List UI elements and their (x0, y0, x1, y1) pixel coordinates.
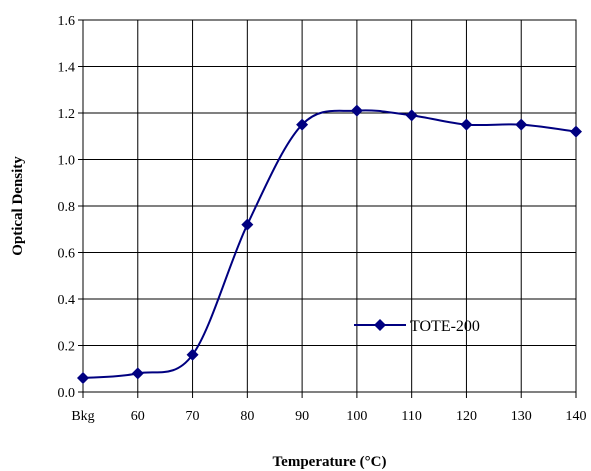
y-tick-label: 1.0 (58, 154, 76, 169)
x-tick-label: 80 (240, 409, 254, 424)
y-tick-label: 0.4 (58, 293, 76, 308)
data-point-marker (131, 367, 144, 380)
data-point-marker (405, 109, 418, 122)
y-tick-label: 0.6 (58, 247, 76, 262)
x-tick-label: 130 (511, 409, 532, 424)
data-point-marker (186, 348, 199, 361)
x-tick-label: 120 (456, 409, 477, 424)
y-axis-title: Optical Density (10, 156, 26, 256)
x-tick-label: 90 (295, 409, 309, 424)
legend: TOTE-200 (354, 318, 480, 335)
data-point-marker (77, 372, 89, 385)
x-tick-label: Bkg (71, 409, 94, 424)
y-tick-label: 0.2 (58, 340, 76, 355)
y-tick-label: 1.4 (58, 61, 76, 76)
y-axis-tick-labels: 0.0 0.2 0.4 0.6 0.8 1.0 1.2 1.4 1.6 (58, 14, 76, 401)
x-tick-label: 100 (346, 409, 367, 424)
x-tick-label: 70 (186, 409, 200, 424)
axis-ticks (78, 19, 577, 398)
data-point-marker (515, 118, 528, 131)
legend-label: TOTE-200 (410, 318, 480, 335)
y-tick-label: 0.8 (58, 200, 76, 215)
series-layer (77, 104, 582, 385)
data-point-marker (570, 125, 582, 138)
x-tick-label: 60 (131, 409, 145, 424)
y-tick-label: 1.6 (58, 14, 76, 29)
data-point-marker (460, 118, 473, 131)
y-tick-label: 1.2 (58, 107, 76, 122)
data-point-marker (241, 218, 254, 231)
data-point-marker (296, 118, 309, 131)
x-axis-title: Temperature (°C) (273, 454, 387, 470)
legend-marker (374, 319, 386, 331)
x-tick-label: 110 (401, 409, 421, 424)
data-point-marker (350, 104, 363, 117)
x-axis-tick-labels: Bkg 60 70 80 90 100 110 120 130 140 (71, 409, 586, 424)
y-tick-label: 0.0 (58, 386, 76, 401)
x-tick-label: 140 (566, 409, 587, 424)
